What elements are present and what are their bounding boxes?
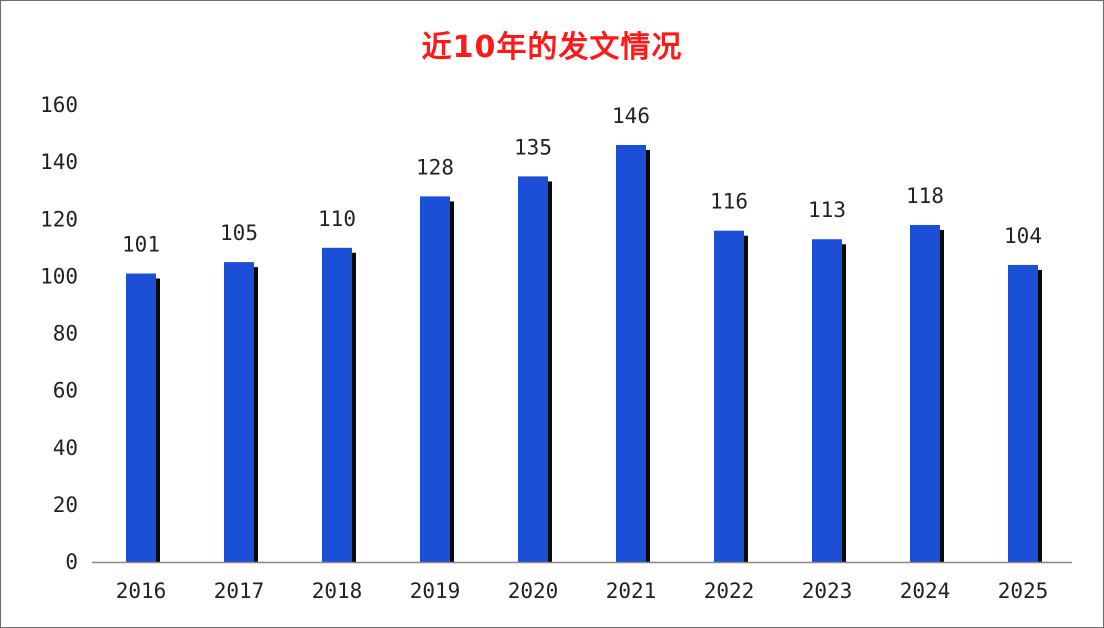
y-tick-label: 40 <box>53 436 78 460</box>
bar-2024 <box>910 224 940 562</box>
data-label: 116 <box>710 190 748 214</box>
data-label: 105 <box>220 221 258 245</box>
chart-title: 近10年的发文情况 <box>421 30 683 65</box>
data-label: 146 <box>612 104 650 128</box>
x-tick-label: 2017 <box>214 579 265 603</box>
data-label: 104 <box>1004 224 1042 248</box>
y-tick-label: 140 <box>40 150 78 174</box>
y-tick-label: 20 <box>53 493 78 517</box>
y-tick-label: 0 <box>65 550 78 574</box>
x-tick-label: 2022 <box>704 579 755 603</box>
y-tick-label: 120 <box>40 207 78 231</box>
bar-2022 <box>714 230 744 563</box>
bars-group <box>126 144 1042 563</box>
data-label: 128 <box>416 155 454 179</box>
x-tick-label: 2023 <box>802 579 853 603</box>
bar-2019 <box>420 196 450 562</box>
y-axis-tick-labels: 0 20 40 60 80 100 120 140 160 <box>40 93 78 574</box>
y-tick-label: 60 <box>53 379 78 403</box>
x-tick-label: 2016 <box>116 579 167 603</box>
x-tick-label: 2025 <box>998 579 1049 603</box>
bar-2023 <box>812 239 842 562</box>
data-label: 118 <box>906 184 944 208</box>
bar-2018 <box>322 247 352 562</box>
bar-2017 <box>224 262 254 562</box>
y-tick-label: 160 <box>40 93 78 117</box>
data-label: 135 <box>514 135 552 159</box>
x-tick-label: 2024 <box>900 579 951 603</box>
bar-2025 <box>1008 264 1038 562</box>
data-label: 101 <box>122 233 160 257</box>
x-axis: 2016 2017 2018 2019 2020 2021 2022 2023 2024 2025 <box>92 561 1072 603</box>
x-tick-label: 2021 <box>606 579 657 603</box>
data-label: 110 <box>318 207 356 231</box>
bar-2021 <box>616 144 646 563</box>
x-tick-label: 2020 <box>508 579 559 603</box>
y-tick-label: 100 <box>40 264 78 288</box>
bar-2020 <box>518 176 548 562</box>
bar-2016 <box>126 273 156 562</box>
data-label: 113 <box>808 198 846 222</box>
x-tick-label: 2019 <box>410 579 461 603</box>
y-tick-label: 80 <box>53 322 78 346</box>
x-tick-label: 2018 <box>312 579 363 603</box>
data-labels-group: 101 105 110 128 135 146 116 113 118 104 <box>122 104 1042 257</box>
